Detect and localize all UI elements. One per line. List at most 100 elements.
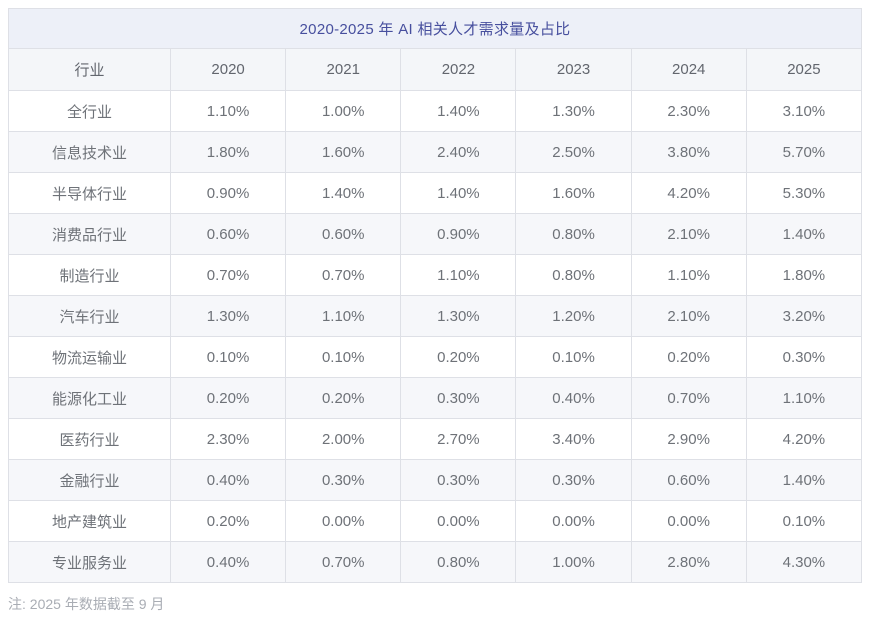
value-cell: 4.30%: [745, 541, 863, 583]
value-cell: 1.10%: [169, 90, 287, 132]
value-cell: 1.10%: [745, 377, 863, 419]
value-cell: 0.30%: [745, 336, 863, 378]
value-cell: 0.20%: [169, 377, 287, 419]
value-cell: 2.30%: [169, 418, 287, 460]
value-cell: 0.20%: [400, 336, 517, 378]
row-label-cell: 医药行业: [8, 418, 171, 460]
value-cell: 0.60%: [630, 459, 747, 501]
value-cell: 0.30%: [285, 459, 402, 501]
value-cell: 2.30%: [630, 90, 747, 132]
value-cell: 0.00%: [400, 500, 517, 542]
value-cell: 1.40%: [285, 172, 402, 214]
value-cell: 0.10%: [285, 336, 402, 378]
value-cell: 1.80%: [745, 254, 863, 296]
value-cell: 1.10%: [400, 254, 517, 296]
row-label-cell: 半导体行业: [8, 172, 171, 214]
row-label-cell: 制造行业: [8, 254, 171, 296]
value-cell: 0.80%: [515, 213, 632, 255]
value-cell: 1.40%: [745, 459, 863, 501]
table-row: 地产建筑业 0.20% 0.00% 0.00% 0.00% 0.00% 0.10%: [8, 500, 863, 542]
value-cell: 0.40%: [515, 377, 632, 419]
value-cell: 1.10%: [630, 254, 747, 296]
value-cell: 0.00%: [515, 500, 632, 542]
value-cell: 0.70%: [285, 541, 402, 583]
header-cell-year: 2021: [285, 48, 402, 91]
value-cell: 3.10%: [745, 90, 863, 132]
row-label-cell: 能源化工业: [8, 377, 171, 419]
table-header-row: 行业 2020 2021 2022 2023 2024 2025: [8, 48, 863, 91]
value-cell: 1.60%: [285, 131, 402, 173]
value-cell: 2.50%: [515, 131, 632, 173]
table-row: 全行业 1.10% 1.00% 1.40% 1.30% 2.30% 3.10%: [8, 90, 863, 132]
value-cell: 0.20%: [169, 500, 287, 542]
value-cell: 0.40%: [169, 459, 287, 501]
row-label-cell: 信息技术业: [8, 131, 171, 173]
value-cell: 0.40%: [169, 541, 287, 583]
ai-talent-demand-table-container: 2020-2025 年 AI 相关人才需求量及占比 行业 2020 2021 2022…: [8, 8, 863, 583]
table-row: 金融行业 0.40% 0.30% 0.30% 0.30% 0.60% 1.40%: [8, 459, 863, 501]
value-cell: 2.40%: [400, 131, 517, 173]
value-cell: 3.20%: [745, 295, 863, 337]
table-row: 半导体行业 0.90% 1.40% 1.40% 1.60% 4.20% 5.30%: [8, 172, 863, 214]
value-cell: 5.30%: [745, 172, 863, 214]
row-label-cell: 全行业: [8, 90, 171, 132]
value-cell: 2.90%: [630, 418, 747, 460]
row-label-cell: 消费品行业: [8, 213, 171, 255]
row-label-cell: 物流运输业: [8, 336, 171, 378]
value-cell: 0.00%: [285, 500, 402, 542]
value-cell: 1.60%: [515, 172, 632, 214]
value-cell: 0.30%: [515, 459, 632, 501]
value-cell: 0.20%: [285, 377, 402, 419]
value-cell: 0.60%: [169, 213, 287, 255]
value-cell: 0.70%: [169, 254, 287, 296]
table-row: 物流运输业 0.10% 0.10% 0.20% 0.10% 0.20% 0.30%: [8, 336, 863, 378]
value-cell: 0.30%: [400, 459, 517, 501]
header-cell-year: 2020: [169, 48, 287, 91]
value-cell: 1.20%: [515, 295, 632, 337]
header-cell-year: 2023: [515, 48, 632, 91]
value-cell: 0.80%: [515, 254, 632, 296]
row-label-cell: 地产建筑业: [8, 500, 171, 542]
row-label-cell: 金融行业: [8, 459, 171, 501]
table-row: 信息技术业 1.80% 1.60% 2.40% 2.50% 3.80% 5.70%: [8, 131, 863, 173]
value-cell: 0.70%: [285, 254, 402, 296]
value-cell: 1.80%: [169, 131, 287, 173]
value-cell: 0.80%: [400, 541, 517, 583]
value-cell: 1.10%: [285, 295, 402, 337]
table-title: 2020-2025 年 AI 相关人才需求量及占比: [8, 8, 862, 49]
header-cell-year: 2025: [745, 48, 863, 91]
value-cell: 2.10%: [630, 213, 747, 255]
table-row: 医药行业 2.30% 2.00% 2.70% 3.40% 2.90% 4.20%: [8, 418, 863, 460]
value-cell: 2.70%: [400, 418, 517, 460]
value-cell: 1.00%: [285, 90, 402, 132]
table-row: 汽车行业 1.30% 1.10% 1.30% 1.20% 2.10% 3.20%: [8, 295, 863, 337]
value-cell: 0.60%: [285, 213, 402, 255]
value-cell: 1.40%: [400, 90, 517, 132]
row-label-cell: 汽车行业: [8, 295, 171, 337]
value-cell: 5.70%: [745, 131, 863, 173]
value-cell: 1.30%: [515, 90, 632, 132]
header-cell-industry: 行业: [8, 48, 171, 91]
value-cell: 2.80%: [630, 541, 747, 583]
value-cell: 1.30%: [400, 295, 517, 337]
table-row: 专业服务业 0.40% 0.70% 0.80% 1.00% 2.80% 4.30%: [8, 541, 863, 583]
value-cell: 0.00%: [630, 500, 747, 542]
value-cell: 1.40%: [400, 172, 517, 214]
value-cell: 0.10%: [515, 336, 632, 378]
header-cell-year: 2022: [400, 48, 517, 91]
value-cell: 0.90%: [400, 213, 517, 255]
table-row: 制造行业 0.70% 0.70% 1.10% 0.80% 1.10% 1.80%: [8, 254, 863, 296]
table-row: 消费品行业 0.60% 0.60% 0.90% 0.80% 2.10% 1.40%: [8, 213, 863, 255]
ai-talent-demand-table: 2020-2025 年 AI 相关人才需求量及占比 行业 2020 2021 2022…: [8, 8, 863, 583]
table-footnote: 注: 2025 年数据截至 9 月: [8, 596, 165, 612]
value-cell: 4.20%: [745, 418, 863, 460]
value-cell: 0.10%: [745, 500, 863, 542]
row-label-cell: 专业服务业: [8, 541, 171, 583]
value-cell: 0.20%: [630, 336, 747, 378]
value-cell: 0.30%: [400, 377, 517, 419]
value-cell: 0.90%: [169, 172, 287, 214]
value-cell: 1.40%: [745, 213, 863, 255]
value-cell: 1.30%: [169, 295, 287, 337]
value-cell: 1.00%: [515, 541, 632, 583]
